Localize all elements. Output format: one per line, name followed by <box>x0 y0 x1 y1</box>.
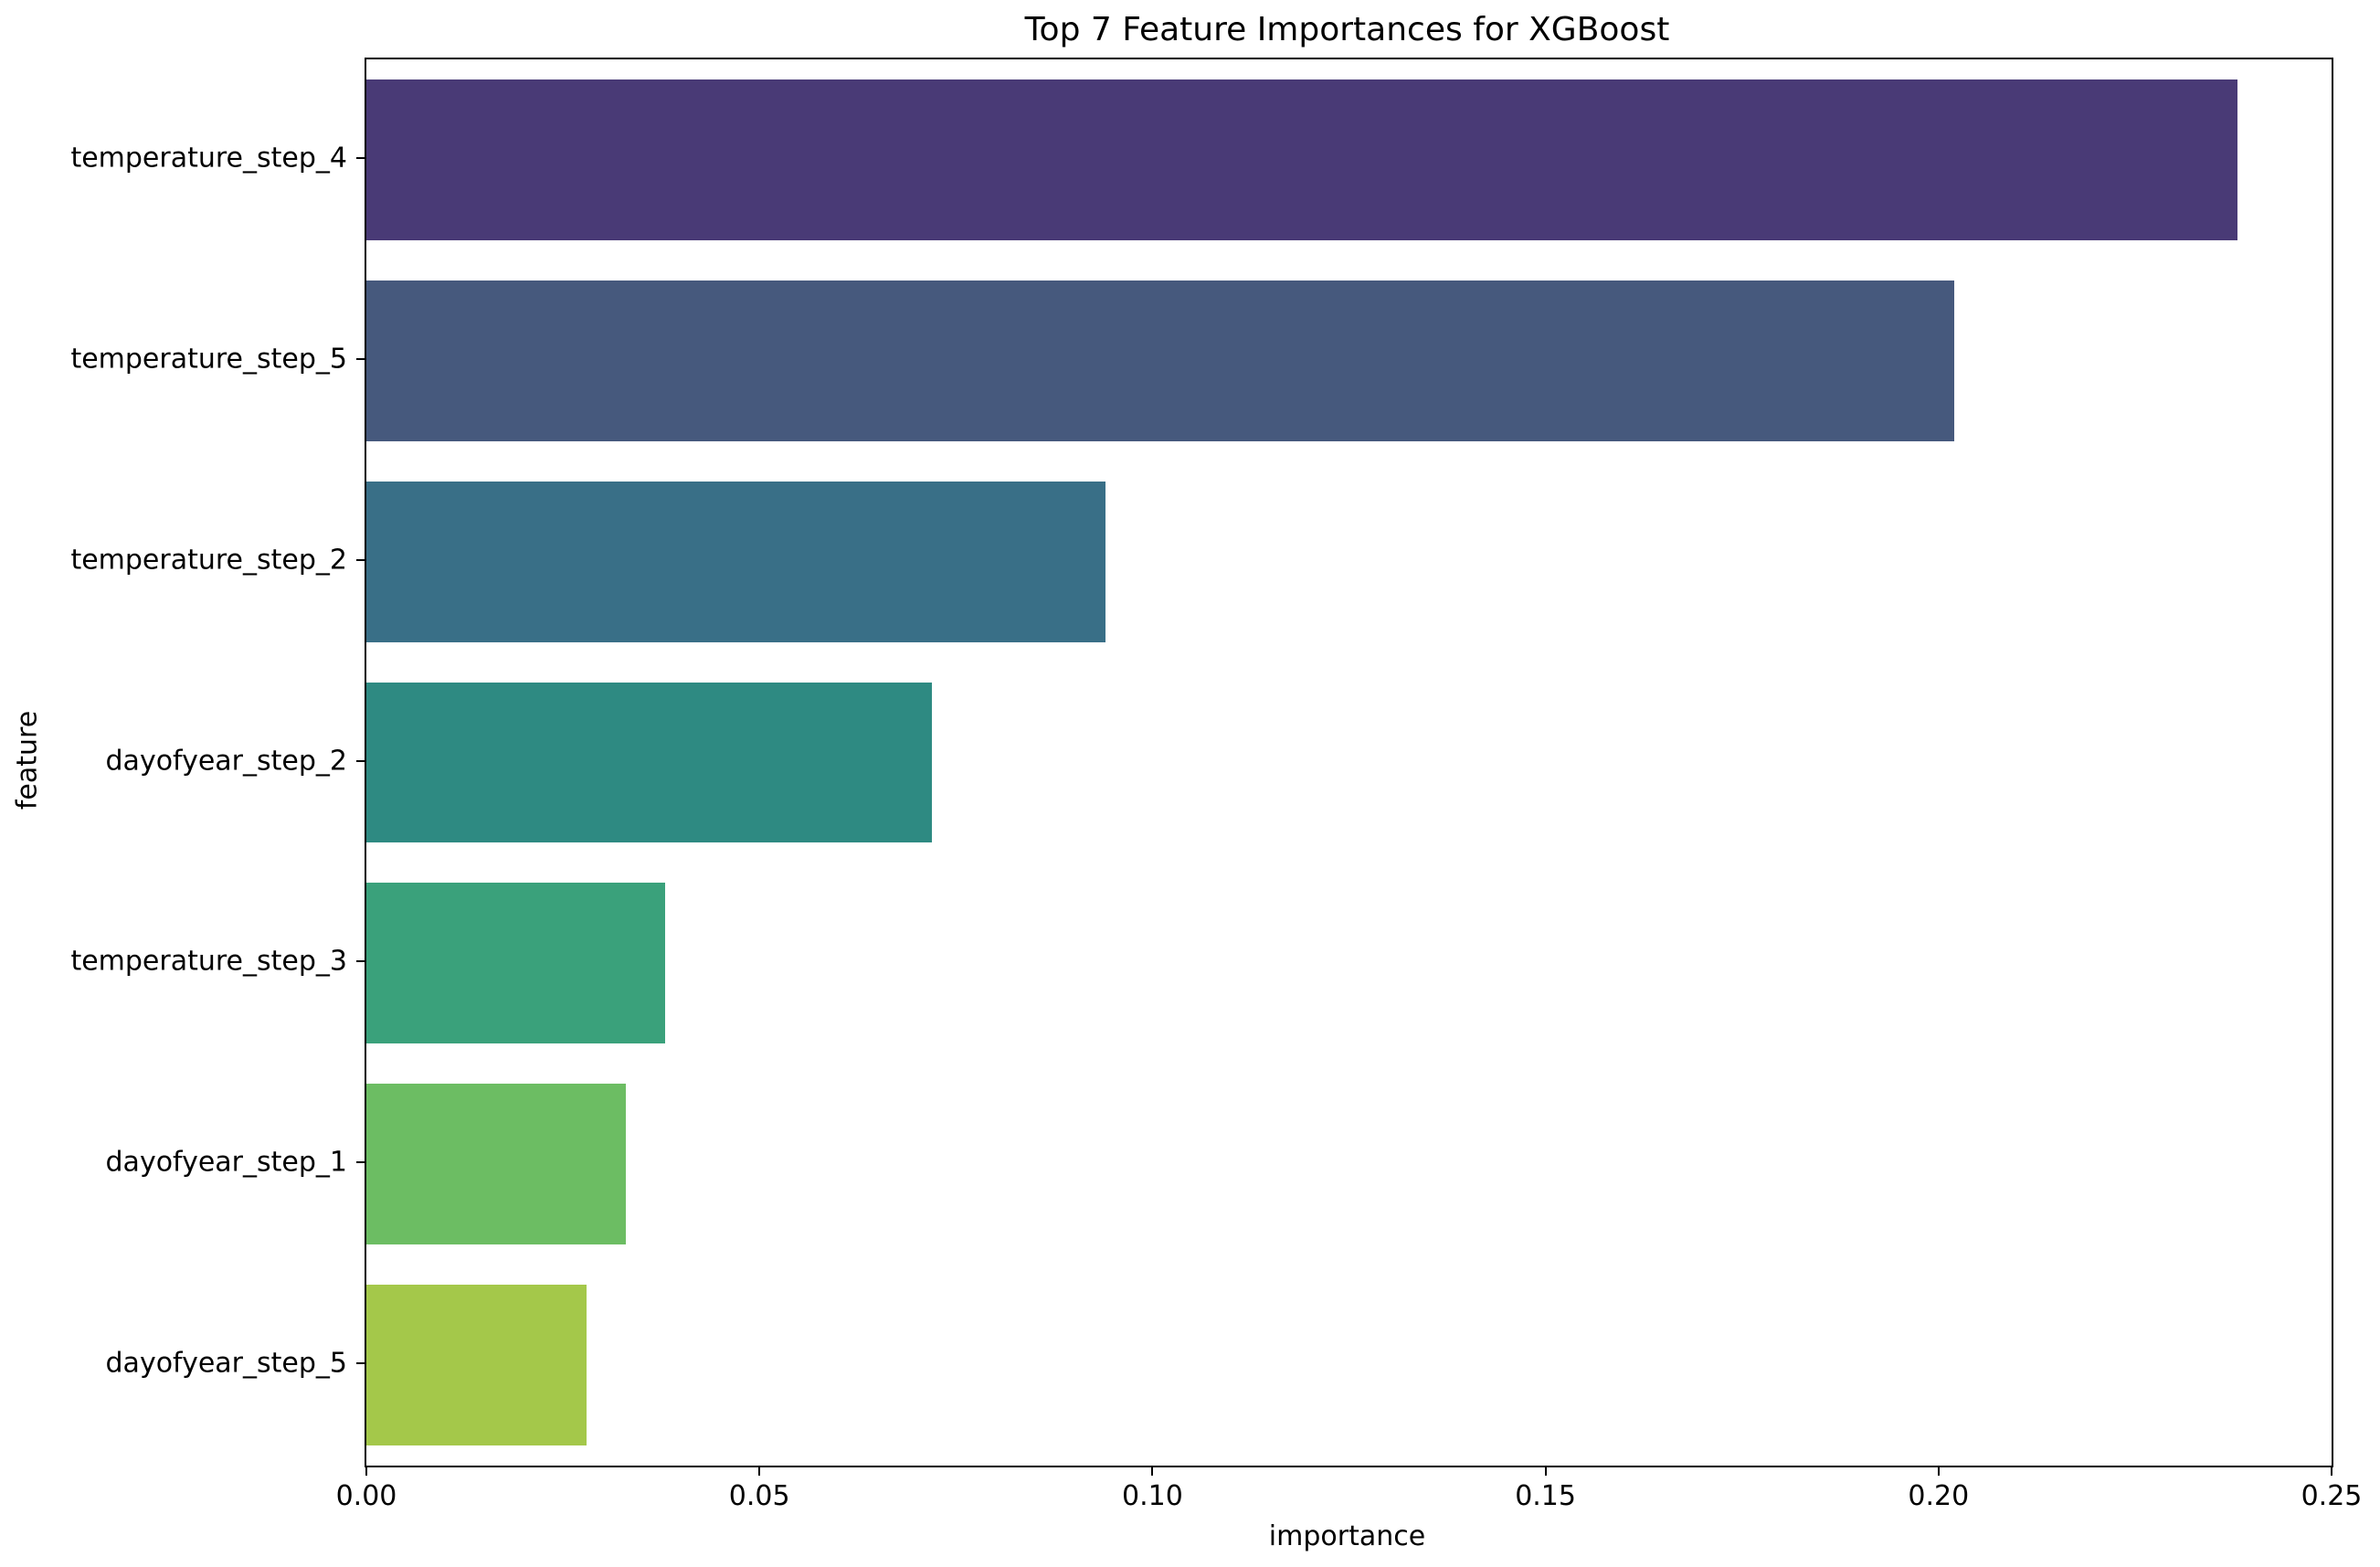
y-tick-mark <box>356 1362 365 1365</box>
x-tick-mark <box>758 1467 761 1476</box>
bar-temperature_step_4 <box>366 79 2237 240</box>
x-tick-label: 0.10 <box>1121 1480 1183 1512</box>
bar-dayofyear_step_2 <box>366 682 933 843</box>
plot-area <box>365 58 2333 1467</box>
y-tick-label: dayofyear_step_1 <box>105 1146 347 1179</box>
bar-temperature_step_3 <box>366 883 665 1044</box>
x-axis-label: importance <box>1268 1520 1426 1552</box>
y-tick-mark <box>356 558 365 561</box>
bar-temperature_step_2 <box>366 481 1105 642</box>
x-tick-mark <box>1151 1467 1154 1476</box>
y-tick-label: dayofyear_step_5 <box>105 1347 347 1380</box>
y-tick-label: temperature_step_5 <box>70 343 347 376</box>
x-tick-label: 0.25 <box>2301 1480 2363 1512</box>
x-tick-label: 0.20 <box>1908 1480 1970 1512</box>
bar-dayofyear_step_1 <box>366 1084 626 1245</box>
y-tick-mark <box>356 1161 365 1164</box>
y-tick-label: dayofyear_step_2 <box>105 745 347 777</box>
y-tick-mark <box>356 357 365 360</box>
x-tick-mark <box>1544 1467 1547 1476</box>
bar-temperature_step_5 <box>366 280 1954 441</box>
bar-dayofyear_step_5 <box>366 1285 587 1445</box>
chart-title: Top 7 Feature Importances for XGBoost <box>1024 11 1670 48</box>
x-tick-mark <box>2331 1467 2332 1476</box>
x-tick-mark <box>365 1467 367 1476</box>
y-tick-label: temperature_step_4 <box>70 142 347 175</box>
y-tick-label: temperature_step_3 <box>70 945 347 978</box>
y-tick-mark <box>356 960 365 963</box>
x-tick-mark <box>1937 1467 1940 1476</box>
x-tick-label: 0.15 <box>1515 1480 1576 1512</box>
y-tick-label: temperature_step_2 <box>70 544 347 577</box>
y-tick-mark <box>356 156 365 159</box>
x-tick-label: 0.00 <box>335 1480 397 1512</box>
y-tick-mark <box>356 759 365 762</box>
x-tick-label: 0.05 <box>728 1480 790 1512</box>
